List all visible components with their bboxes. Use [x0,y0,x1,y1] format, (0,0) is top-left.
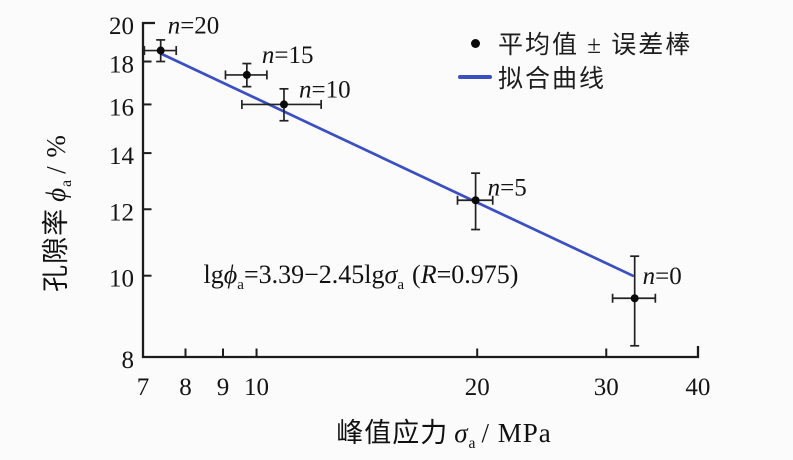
y-tick-label: 8 [122,347,135,374]
legend-item-mean: 平均值 ± 误差棒 [452,26,692,60]
legend: 平均值 ± 误差棒 拟合曲线 [452,26,692,94]
phi-symbol: ϕ [40,186,71,202]
y-tick-label: 12 [109,199,134,226]
point-label: n=5 [488,174,527,201]
point-marker [630,294,639,303]
y-tick-label: 20 [109,13,134,40]
x-axis-title: 峰值应力 σa / MPa [336,417,552,453]
fit-line-swatch-icon [458,75,492,79]
point-marker [279,100,288,109]
sigma-symbol: σ [454,417,469,448]
fit-line [161,53,635,278]
y-tick-label: 18 [109,52,134,79]
x-tick-label: 9 [217,374,230,401]
y-tick-label: 16 [109,94,134,121]
legend-label-fit: 拟合曲线 [498,66,607,93]
x-tick-label: 8 [179,374,192,401]
sigma-symbol: σ [384,259,398,289]
y-tick-label: 10 [109,266,134,293]
x-tick-label: 40 [685,374,710,401]
legend-label-mean: 平均值 ± 误差棒 [498,32,693,59]
fit-equation: lgϕa=3.39−2.45lgσa (R=0.975) [203,259,519,294]
axis-frame [141,21,700,359]
x-tick-label: 30 [594,374,619,401]
x-tick-label: 7 [137,374,150,401]
point-label: n=0 [643,263,682,290]
mean-marker-icon [470,38,480,48]
phi-symbol: ϕ [223,259,238,289]
r-symbol: R [420,259,437,289]
point-marker [156,46,165,55]
point-marker [242,70,251,79]
x-tick-label: 20 [465,374,490,401]
legend-item-fit: 拟合曲线 [452,60,692,94]
point-label: n=15 [262,42,314,69]
y-axis-title: 孔隙率ϕa/ % [40,134,76,292]
point-label: n=20 [168,13,220,40]
point-marker [471,196,480,205]
y-tick-label: 14 [109,143,135,170]
x-tick-label: 10 [244,374,269,401]
point-label: n=10 [299,76,351,103]
